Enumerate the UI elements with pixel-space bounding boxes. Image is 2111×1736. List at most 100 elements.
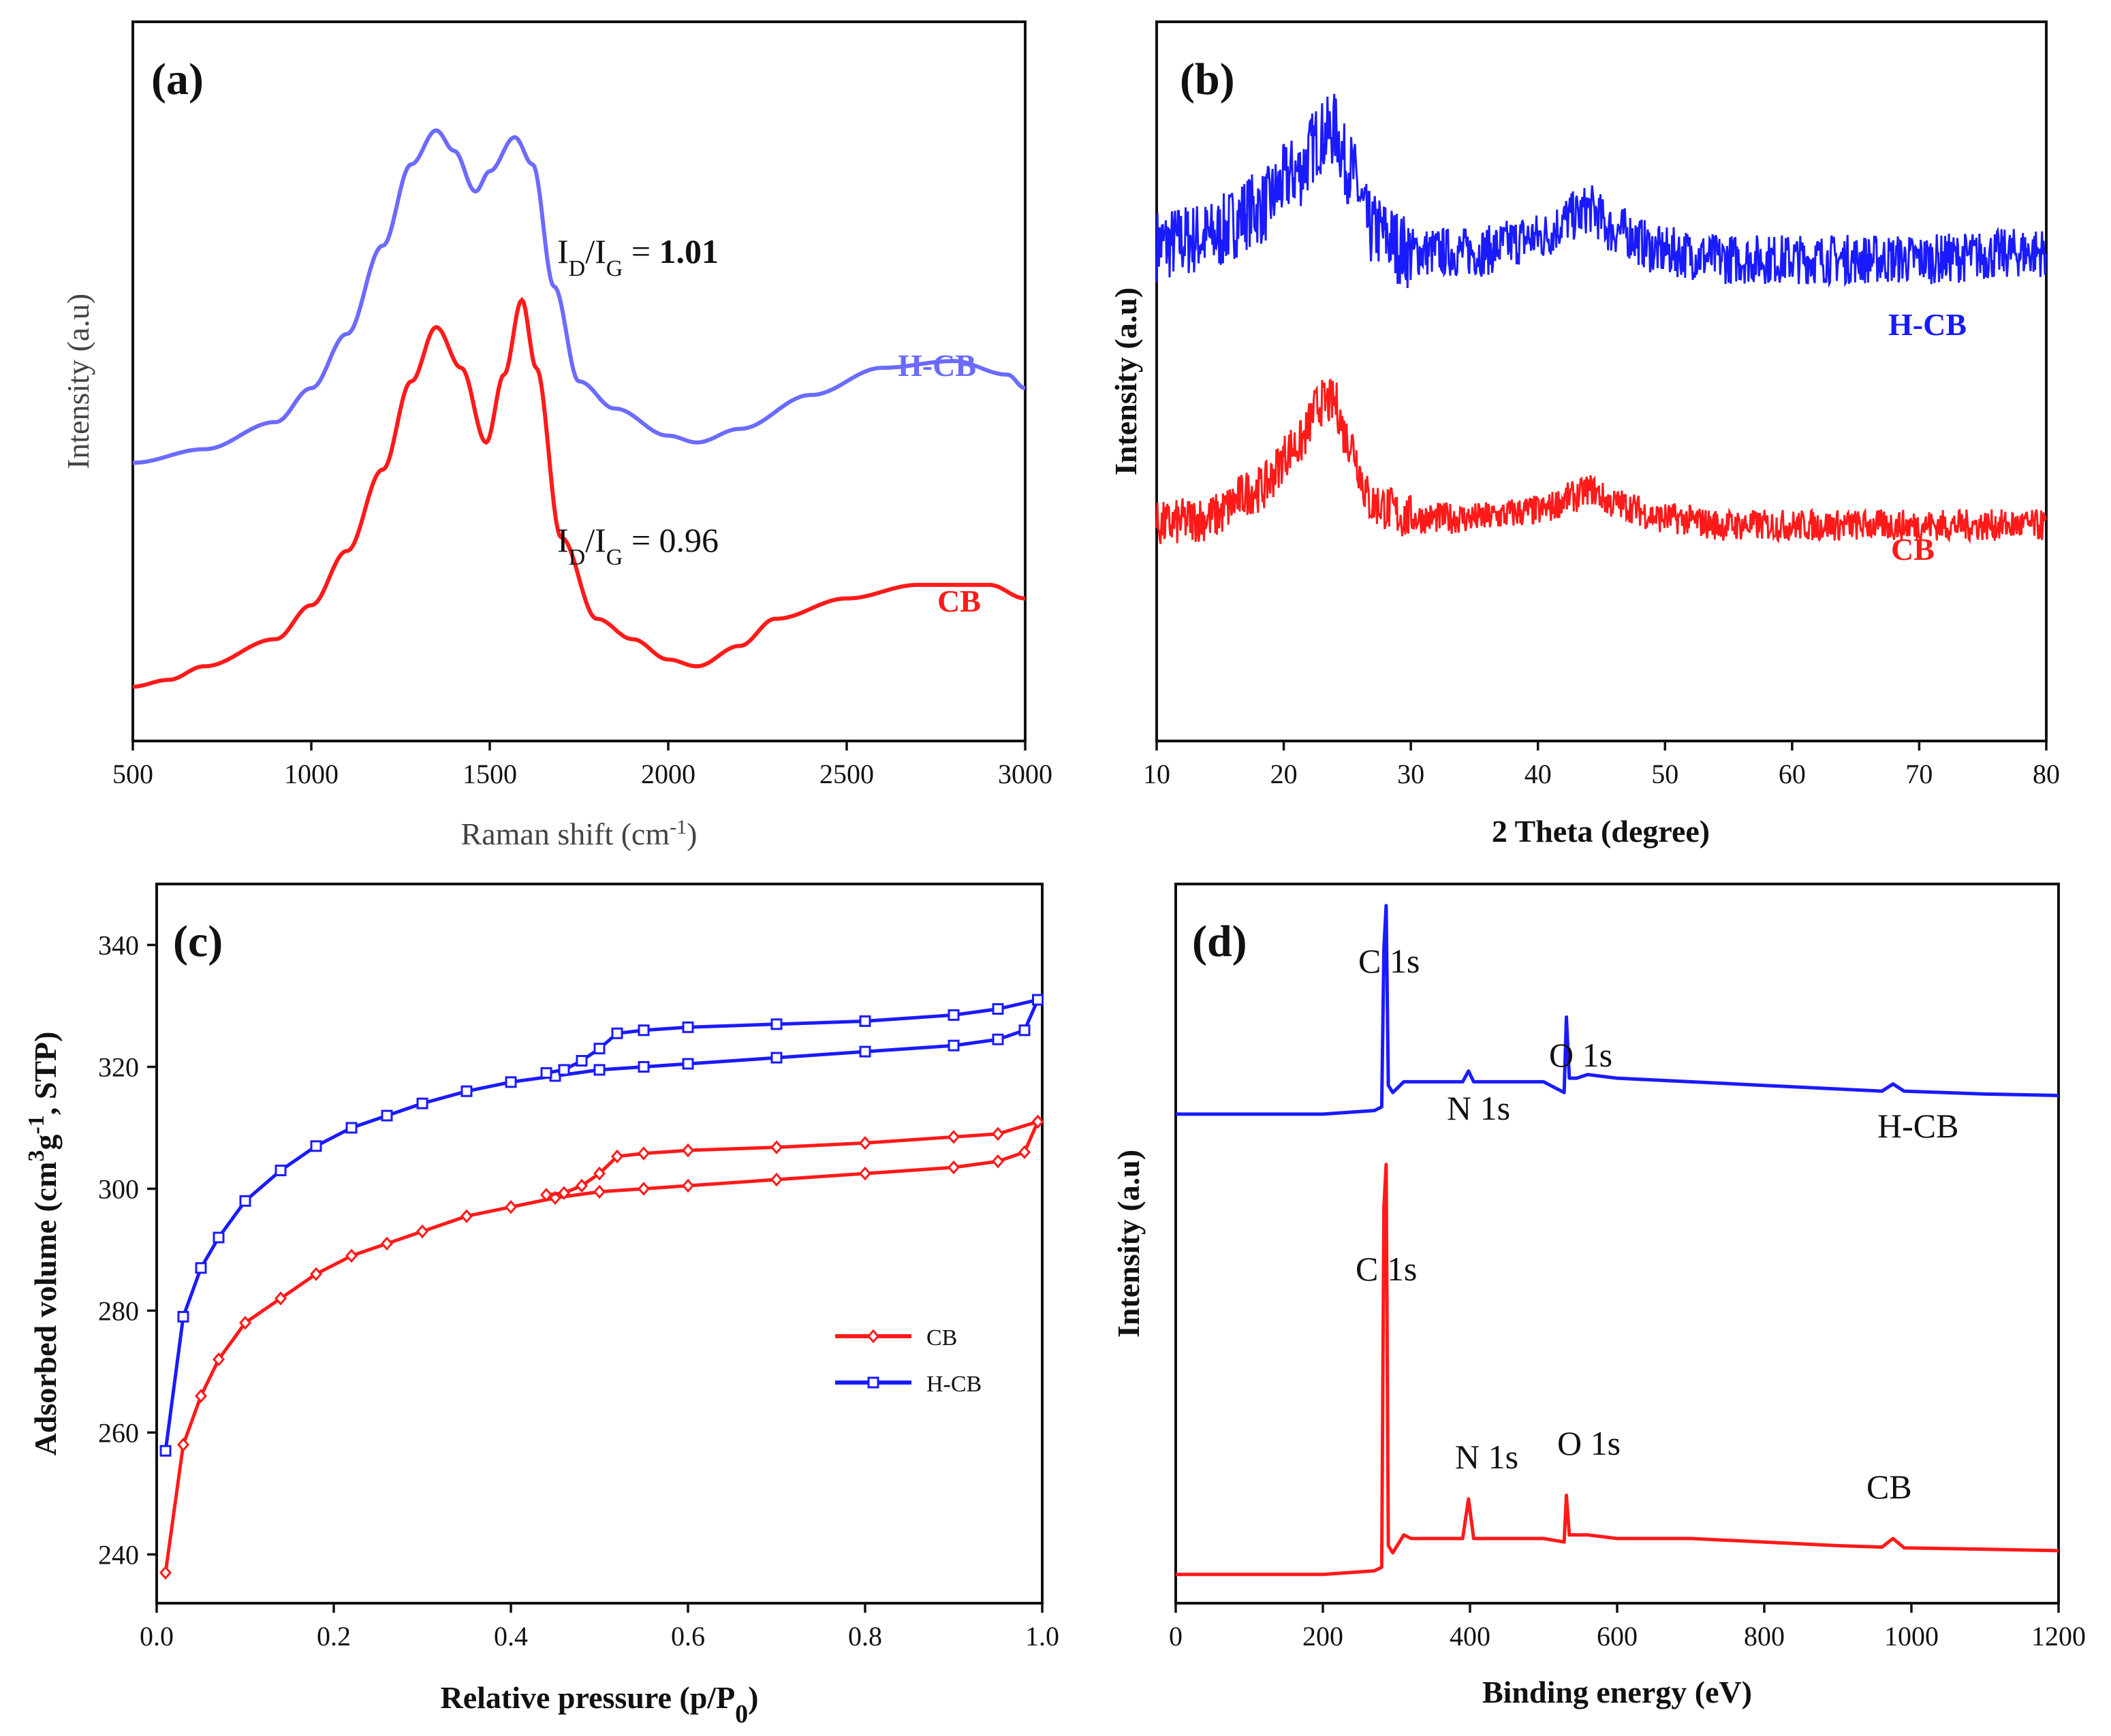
- panel-c-point: [992, 1003, 1004, 1015]
- panel-a-x-tick-label-3: 2000: [641, 759, 695, 789]
- panel-c-x-tick-label-3: 0.6: [671, 1621, 705, 1652]
- panel-a-x-tick-label-2: 1500: [463, 759, 517, 789]
- panel-c-point: [992, 1033, 1004, 1045]
- panel-b-plot-frame: [1155, 20, 2048, 742]
- panel-c-point: [275, 1165, 287, 1177]
- panel-b-x-ticks: 10 20 30 40 50 60 70 80: [1143, 741, 2060, 789]
- panel-c-x-tick-label-4: 0.8: [848, 1621, 882, 1652]
- panel-c-point: [381, 1109, 393, 1122]
- panel-c-series: [159, 994, 1044, 1580]
- panel-c-point: [460, 1209, 473, 1224]
- panel-c-point: [948, 1039, 960, 1052]
- panel-c-point: [549, 1190, 561, 1205]
- panel-c-point: [593, 1184, 606, 1199]
- panel-d-cb-n1s-label: N 1s: [1455, 1438, 1518, 1476]
- panel-c-y-tick-label-3: 300: [98, 1173, 139, 1204]
- panel-c-point: [213, 1231, 225, 1244]
- panel-c-point: [770, 1018, 783, 1030]
- panel-d-hcb-label: H-CB: [1877, 1107, 1958, 1145]
- panel-c-point: [1018, 1145, 1031, 1160]
- panel-c-point: [460, 1085, 473, 1097]
- panel-c-point: [239, 1316, 251, 1330]
- panel-c-point: [948, 1130, 960, 1144]
- panel-c-point: [159, 1445, 172, 1457]
- panel-c-point: [416, 1097, 428, 1109]
- panel-c-point: [195, 1262, 207, 1274]
- panel-c-point: [859, 1045, 871, 1058]
- panel-c-y-tick-label-5: 340: [98, 930, 139, 960]
- panel-a-ratio-hcb: ID/IG = 1.01: [557, 232, 719, 281]
- panel-d-hcb-c1s-label: C 1s: [1358, 942, 1420, 980]
- panel-d-hcb-n1s-label: N 1s: [1447, 1089, 1510, 1127]
- panel-c-isotherm: 240 260 280 300 320 340 0.0 0.2 0.4 0.6 0.8 1.0 (c…: [24, 883, 1059, 1729]
- panel-c-point: [682, 1143, 694, 1158]
- panel-d-x-tick-label-3: 600: [1597, 1621, 1638, 1652]
- panel-b-series: [1155, 93, 2047, 544]
- panel-c-point: [159, 1565, 172, 1580]
- panel-d-x-tick-label-5: 1000: [1884, 1621, 1939, 1652]
- panel-c-series-2: [163, 1121, 1039, 1573]
- panel-c-series-0: [163, 999, 1039, 1451]
- panel-d-label: (d): [1192, 917, 1247, 966]
- panel-b-y-axis-title: Intensity (a.u): [1108, 287, 1143, 475]
- panel-c-y-ticks: 240 260 280 300 320 340: [98, 930, 157, 1570]
- panel-c-point: [859, 1166, 871, 1181]
- panel-a-series-cb: [132, 296, 1026, 689]
- panel-d-series: [1176, 904, 2059, 1577]
- panel-b-x-tick-label-0: 10: [1143, 759, 1170, 789]
- panel-c-point: [682, 1178, 694, 1193]
- panel-a-hcb-label: H-CB: [898, 348, 976, 383]
- panel-c-point: [345, 1122, 358, 1134]
- panel-c-point: [638, 1182, 650, 1196]
- panel-c-point: [540, 1067, 552, 1079]
- panel-c-x-tick-label-1: 0.2: [317, 1621, 351, 1652]
- panel-c-point: [682, 1058, 694, 1070]
- panel-c-point: [638, 1146, 650, 1161]
- panel-c-point: [239, 1195, 251, 1207]
- panel-d-x-ticks: 0 200 400 600 800 1000 1200: [1169, 1603, 2086, 1652]
- legend-cb-marker: [867, 1329, 879, 1344]
- panel-a-x-ticks: 500 1000 1500 2000 2500 3000: [112, 741, 1052, 789]
- panel-c-y-tick-label-0: 240: [98, 1539, 139, 1570]
- legend-hcb-marker: [867, 1376, 879, 1389]
- panel-c-point: [638, 1024, 650, 1037]
- panel-c-y-tick-label-4: 320: [98, 1052, 139, 1082]
- panel-a-x-tick-label-0: 500: [112, 759, 153, 789]
- legend-cb-label: CB: [926, 1325, 957, 1351]
- panel-c-point: [1032, 994, 1044, 1006]
- panel-c-y-axis-title: Adsorbed volume (cm3g-1, STP): [24, 1032, 63, 1456]
- panel-b-x-tick-label-4: 50: [1651, 759, 1678, 789]
- panel-c-point: [859, 1136, 871, 1150]
- panel-c-point: [195, 1389, 207, 1404]
- panel-d-x-axis-title: Binding energy (eV): [1482, 1675, 1752, 1709]
- panel-b-x-tick-label-5: 60: [1779, 759, 1806, 789]
- panel-c-point: [593, 1166, 606, 1181]
- panel-c-point: [593, 1043, 606, 1055]
- panel-c-point: [948, 1009, 960, 1021]
- panel-c-point: [505, 1076, 517, 1088]
- panel-d-series-h-cb: [1176, 904, 2059, 1116]
- panel-c-plot-frame: [155, 883, 1044, 1605]
- panel-c-point: [177, 1310, 189, 1323]
- panel-d-x-tick-label-4: 800: [1744, 1621, 1785, 1652]
- panel-c-point: [177, 1438, 189, 1452]
- legend-hcb-label: H-CB: [926, 1372, 982, 1397]
- panel-c-x-ticks: 0.0 0.2 0.4 0.6 0.8 1.0: [140, 1603, 1059, 1652]
- panel-a-x-tick-label-5: 3000: [998, 759, 1052, 789]
- panel-c-point: [576, 1055, 588, 1067]
- panel-c-point: [992, 1154, 1004, 1169]
- panel-b-xrd: 10 20 30 40 50 60 70 80 (b) H-CB CB 2 Theta (de…: [1108, 20, 2060, 849]
- panel-c-point: [1018, 1024, 1031, 1037]
- panel-c-point: [859, 1015, 871, 1027]
- panel-c-point: [381, 1236, 393, 1251]
- panel-b-hcb-label: H-CB: [1888, 307, 1967, 342]
- panel-d-x-tick-label-1: 200: [1302, 1621, 1343, 1652]
- panel-a-x-tick-label-4: 2500: [819, 759, 874, 789]
- panel-c-point: [558, 1064, 570, 1076]
- panel-c-x-tick-label-2: 0.4: [494, 1621, 528, 1652]
- panel-d-cb-o1s-label: O 1s: [1557, 1424, 1621, 1462]
- panel-c-point: [593, 1064, 606, 1076]
- panel-c-point: [611, 1149, 623, 1164]
- panel-c-point: [345, 1248, 358, 1263]
- panel-a-plot-frame: [131, 20, 1027, 742]
